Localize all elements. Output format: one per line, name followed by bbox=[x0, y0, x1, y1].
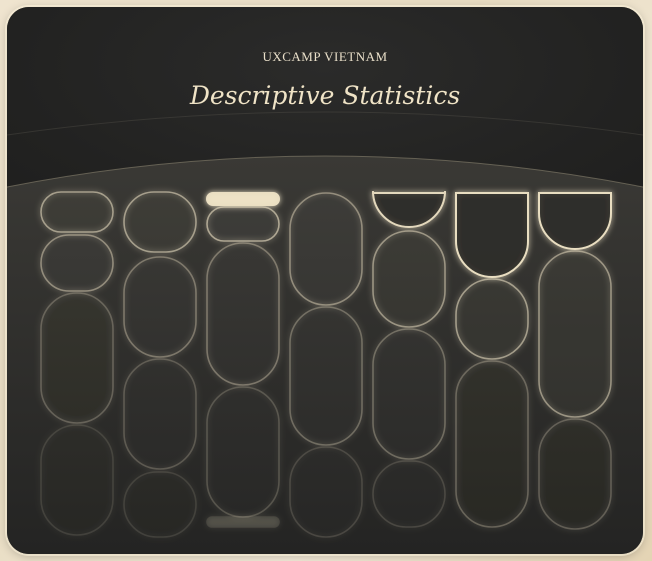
hero-arc bbox=[7, 111, 643, 136]
capsule-c5-r3 bbox=[372, 328, 446, 460]
capsule-c1-r3 bbox=[40, 292, 114, 424]
capsule-c4-r3 bbox=[289, 446, 363, 538]
capsule-c6-r3 bbox=[455, 360, 529, 528]
capsule-c5-r1 bbox=[372, 190, 446, 228]
card: UXCAMP VIETNAM Descriptive Statistics bbox=[7, 7, 643, 554]
capsule-c7-r3 bbox=[538, 418, 612, 530]
capsule-c7-r2 bbox=[538, 250, 612, 418]
capsule-c6-r1 bbox=[455, 192, 529, 278]
capsule-c4-r2 bbox=[289, 306, 363, 446]
capsule-c3-r2 bbox=[206, 206, 280, 242]
capsule-c3-r4 bbox=[206, 386, 280, 518]
stage-edge bbox=[7, 155, 643, 188]
capsule-c3-r5 bbox=[206, 516, 280, 528]
capsule-c3-r3 bbox=[206, 242, 280, 386]
capsule-c5-r4 bbox=[372, 460, 446, 528]
capsule-c1-r4 bbox=[40, 424, 114, 536]
capsule-c4-r1 bbox=[289, 192, 363, 306]
capsule-c2-r4 bbox=[123, 471, 197, 538]
brand-label: UXCAMP VIETNAM bbox=[262, 49, 388, 64]
capsule-c2-r2 bbox=[123, 256, 197, 358]
capsule-grid bbox=[7, 111, 643, 554]
capsule-c7-r1 bbox=[538, 192, 612, 250]
capsule-c6-r2 bbox=[455, 278, 529, 360]
capsule-c1-r1 bbox=[40, 191, 114, 233]
page-title: Descriptive Statistics bbox=[189, 81, 461, 110]
capsule-c2-r1 bbox=[123, 191, 197, 253]
capsule-c2-r3 bbox=[123, 358, 197, 470]
capsule-c3-r1 bbox=[206, 192, 280, 206]
capsule-c1-r2 bbox=[40, 234, 114, 292]
capsule-c5-r2 bbox=[372, 230, 446, 328]
